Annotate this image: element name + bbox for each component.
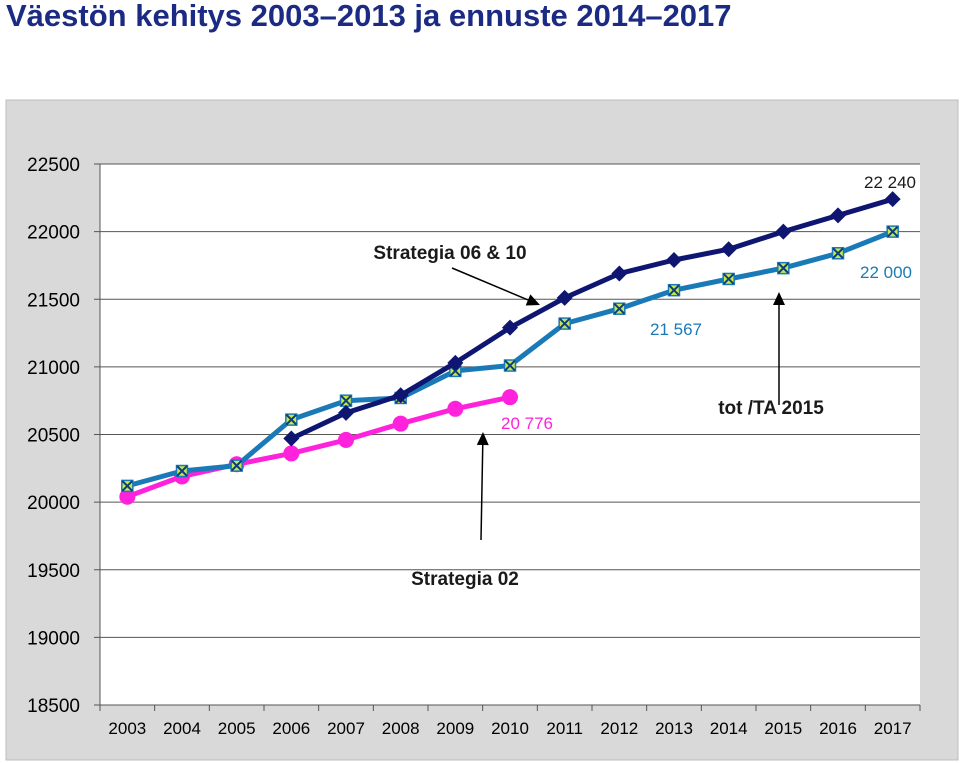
point-strategia_06_10	[556, 289, 573, 306]
point-cross	[832, 247, 844, 259]
y-tick-label: 20500	[27, 426, 80, 447]
y-tick-label: 22000	[27, 223, 80, 244]
point-actual	[722, 272, 735, 286]
x-tick-label: 2006	[272, 719, 310, 738]
point-cross	[121, 480, 134, 492]
y-tick-label: 20000	[27, 493, 80, 514]
annotation-strategia-06-10: Strategia 06 & 10	[373, 243, 526, 264]
point-actual	[667, 283, 681, 297]
x-tick-label: 2016	[819, 719, 857, 738]
x-tick-label: 2008	[382, 719, 420, 738]
x-tick-label: 2017	[874, 719, 912, 738]
point-cross	[504, 359, 516, 372]
point-actual	[175, 464, 189, 478]
data-label-22240: 22 240	[864, 173, 916, 192]
point-strategia_06_10	[283, 430, 300, 447]
x-tick-label: 2011	[546, 719, 583, 738]
point-cross	[777, 262, 790, 274]
x-tick-label: 2015	[764, 719, 802, 738]
point-cross	[613, 303, 626, 315]
series-line-strategia_06_10	[290, 196, 894, 441]
arrow-head	[525, 294, 540, 306]
point-actual	[831, 247, 845, 260]
data-label-20776: 20 776	[501, 414, 553, 433]
point-actual	[285, 413, 298, 426]
arrow-strategia-06-10	[451, 267, 540, 306]
point-cross	[722, 273, 735, 285]
y-tick-label: 19000	[27, 628, 80, 649]
point-actual	[121, 479, 134, 493]
arrow-head	[773, 292, 785, 305]
y-tick-label: 18500	[27, 696, 80, 717]
point-cross	[558, 317, 571, 330]
arrow-strategia-02	[476, 432, 489, 541]
x-tick-label: 2005	[218, 719, 256, 738]
point-cross	[340, 394, 352, 407]
point-cross	[668, 284, 680, 296]
point-cross	[886, 225, 899, 238]
point-strategia_02	[283, 445, 300, 462]
data-label-22000: 22 000	[860, 263, 912, 282]
point-strategia_02	[392, 415, 409, 432]
point-strategia_06_10	[775, 223, 792, 240]
point-cross	[230, 459, 243, 472]
x-tick-label: 2004	[163, 719, 201, 738]
point-strategia_06_10	[830, 207, 846, 224]
point-strategia_06_10	[502, 319, 518, 336]
arrow-shaft	[480, 444, 484, 541]
x-tick-label: 2013	[655, 719, 693, 738]
point-strategia_06_10	[720, 241, 737, 258]
y-tick-label: 21500	[27, 290, 80, 311]
x-tick-label: 2012	[600, 719, 638, 738]
point-cross	[285, 413, 298, 426]
point-strategia_02	[502, 389, 518, 406]
point-strategia_06_10	[338, 404, 354, 421]
point-actual	[613, 302, 626, 315]
point-strategia_02	[447, 400, 464, 417]
y-tick-label: 19500	[27, 561, 80, 582]
page-title: Väestön kehitys 2003–2013 ja ennuste 201…	[6, 0, 732, 33]
annotation-tot-ta-2015: tot /TA 2015	[718, 398, 824, 419]
data-label-21567: 21 567	[650, 320, 702, 339]
x-tick-label: 2014	[710, 719, 748, 738]
y-tick-label: 21000	[27, 358, 80, 379]
annotation-strategia-02: Strategia 02	[411, 569, 519, 590]
x-tick-label: 2003	[108, 719, 146, 738]
point-actual	[230, 459, 243, 472]
x-tick-label: 2009	[436, 719, 474, 738]
point-strategia_06_10	[611, 265, 628, 282]
point-strategia_06_10	[392, 387, 409, 404]
x-tick-label: 2010	[491, 719, 529, 738]
point-actual	[777, 261, 790, 275]
y-tick-label: 22500	[27, 155, 80, 176]
point-strategia_02	[338, 431, 354, 448]
point-cross	[176, 465, 188, 477]
point-strategia_06_10	[884, 191, 901, 208]
point-strategia_06_10	[666, 252, 682, 269]
series-line-strategia_02	[126, 394, 511, 500]
point-strategia_02	[119, 488, 136, 505]
point-actual	[558, 317, 571, 330]
point-actual	[339, 394, 353, 407]
arrow-shaft	[451, 267, 529, 301]
x-tick-label: 2007	[327, 719, 365, 738]
point-actual	[886, 225, 899, 238]
point-actual	[503, 359, 517, 372]
point-strategia_06_10	[447, 354, 464, 371]
arrow-head	[476, 432, 489, 446]
arrow-tot-ta-2015	[773, 292, 785, 405]
